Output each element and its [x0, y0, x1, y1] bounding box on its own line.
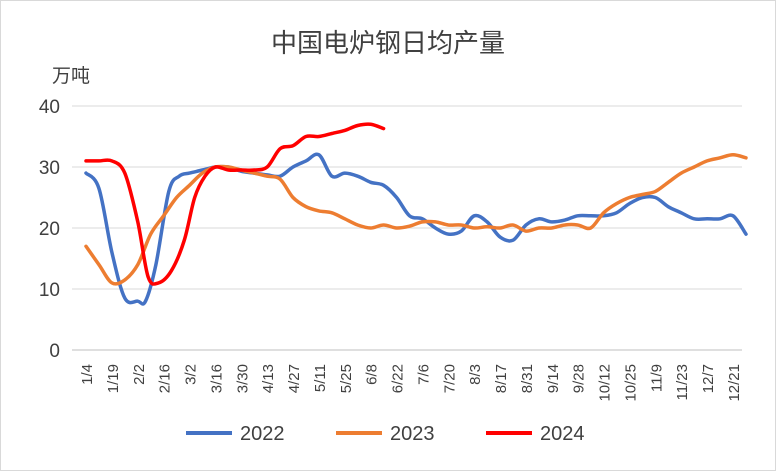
y-axis-unit-label: 万吨 [52, 65, 90, 87]
x-tick-label: 2/16 [157, 364, 174, 393]
y-tick-label: 30 [39, 158, 60, 179]
x-tick-label: 2/2 [131, 364, 148, 385]
y-axis-ticks: 0 10 20 30 40 [39, 97, 60, 362]
legend: 2022 2023 2024 [186, 423, 585, 445]
x-tick-label: 11/23 [674, 364, 691, 400]
x-tick-label: 5/25 [338, 364, 355, 393]
x-tick-label: 8/31 [519, 364, 536, 393]
y-tick-label: 10 [39, 280, 60, 301]
y-tick-label: 20 [39, 219, 60, 240]
x-tick-label: 9/14 [545, 364, 562, 393]
legend-label-2023: 2023 [390, 423, 435, 445]
x-tick-label: 1/4 [79, 364, 96, 385]
y-tick-label: 0 [49, 341, 60, 362]
x-tick-label: 1/19 [105, 364, 122, 393]
series-line-2024 [84, 122, 386, 286]
x-tick-label: 10/12 [597, 364, 614, 402]
x-axis-ticks: 1/4 1/19 2/2 2/16 3/2 3/16 3/30 4/13 4/27 5/11 5/2… [79, 364, 743, 402]
x-tick-label: 3/2 [183, 364, 200, 385]
chart-title: 中国电炉钢日均产量 [271, 29, 505, 59]
x-tick-label: 9/28 [571, 364, 588, 393]
x-tick-label: 3/16 [208, 364, 225, 393]
x-tick-label: 8/17 [493, 364, 510, 393]
legend-label-2024: 2024 [540, 423, 585, 445]
series-line-2022 [84, 152, 748, 306]
x-tick-label: 4/27 [286, 364, 303, 393]
legend-label-2022: 2022 [240, 423, 285, 445]
x-tick-label: 12/7 [700, 364, 717, 393]
x-tick-label: 5/11 [312, 364, 329, 392]
x-tick-label: 7/6 [415, 364, 432, 385]
y-tick-label: 40 [39, 97, 60, 118]
x-tick-label: 12/21 [726, 364, 743, 402]
x-tick-label: 6/8 [364, 364, 381, 385]
x-tick-label: 7/20 [441, 364, 458, 393]
x-tick-label: 8/3 [467, 364, 484, 385]
x-tick-label: 6/22 [390, 364, 407, 393]
x-tick-label: 10/25 [622, 364, 639, 402]
x-tick-label: 4/13 [260, 364, 277, 393]
x-tick-label: 11/9 [648, 364, 665, 392]
x-tick-label: 3/30 [234, 364, 251, 393]
series-line-2023 [84, 153, 748, 286]
gridlines [72, 105, 742, 351]
series-lines [84, 122, 748, 306]
